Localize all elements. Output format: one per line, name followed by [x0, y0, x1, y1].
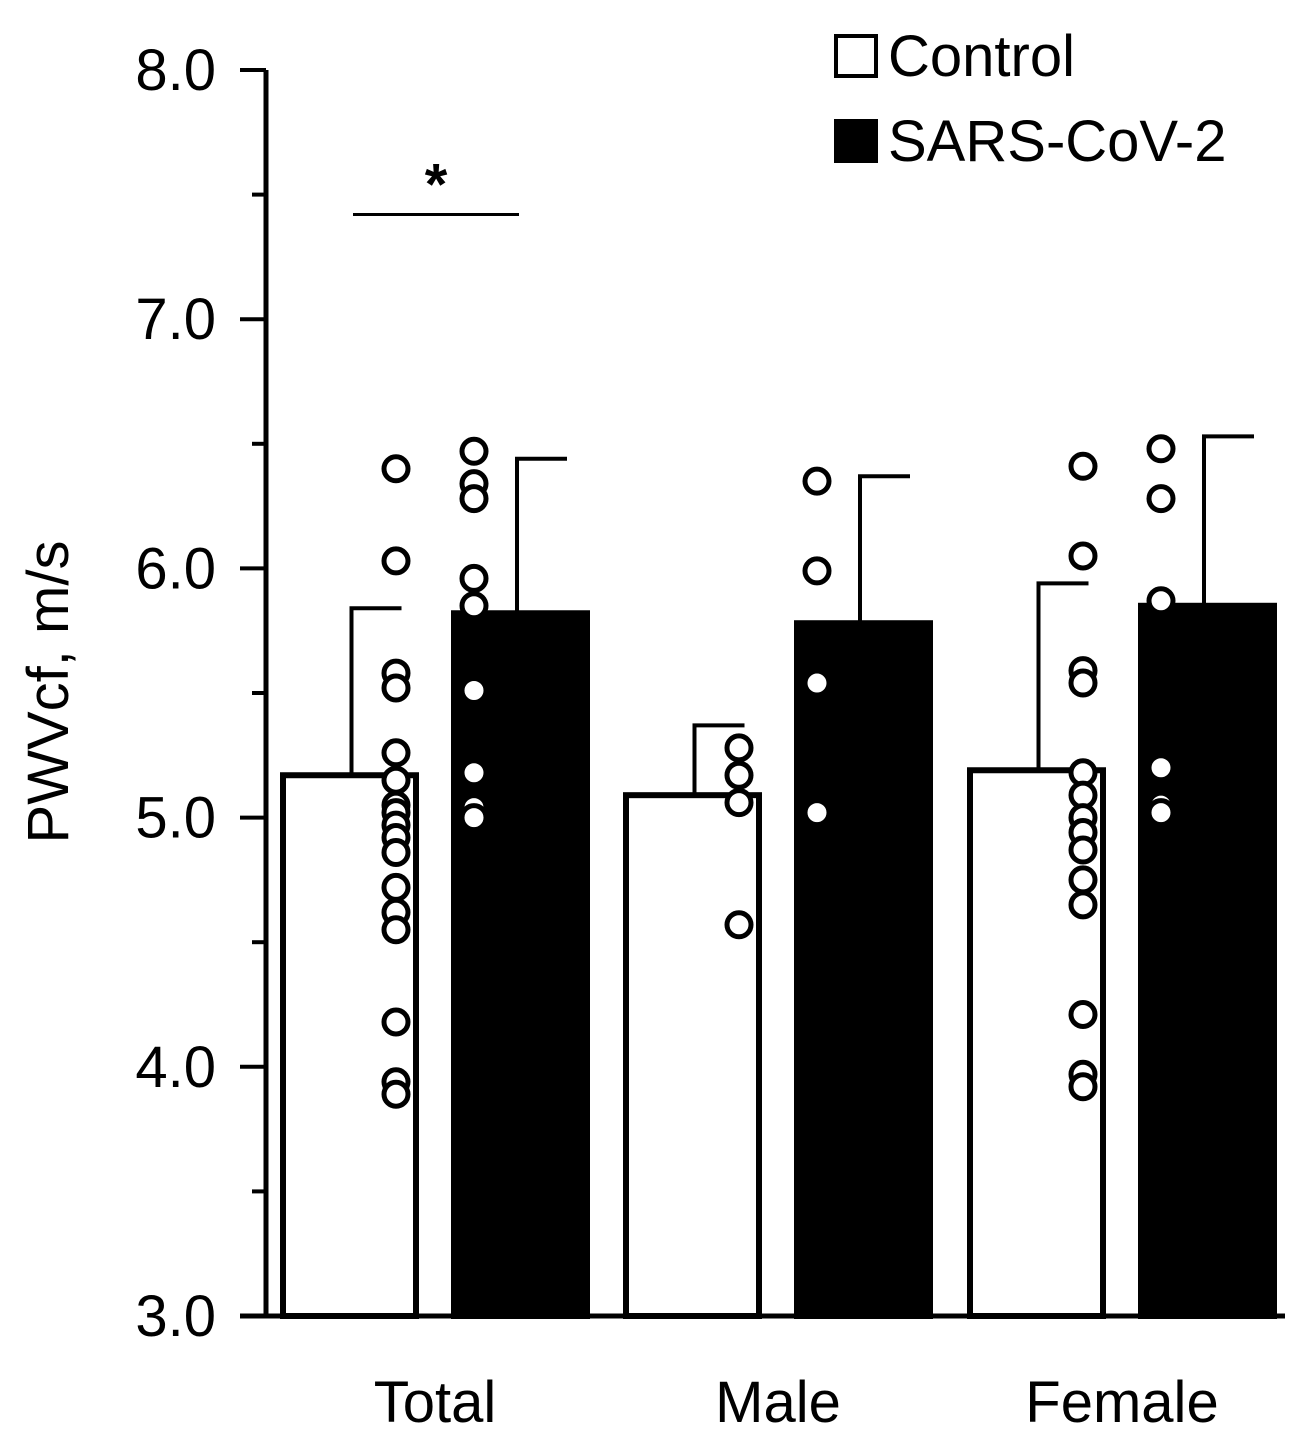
x-tick-label: Male — [715, 1370, 841, 1435]
x-tick-label: Total — [374, 1370, 497, 1435]
data-point-control-male — [724, 910, 754, 940]
data-point-sars-cov-2-male — [802, 466, 832, 496]
data-point-sars-cov-2-male — [802, 668, 832, 698]
data-point-control-total — [381, 673, 411, 703]
y-tick-label: 4.0 — [135, 1035, 216, 1100]
y-tick-label: 5.0 — [135, 786, 216, 851]
bar-sars-cov-2-total — [451, 610, 590, 1319]
data-point-control-female — [1068, 1072, 1098, 1102]
y-tick-label: 7.0 — [135, 287, 216, 352]
bar-control-male — [623, 792, 762, 1319]
data-point-sars-cov-2-male — [802, 556, 832, 586]
data-point-sars-cov-2-total — [459, 803, 489, 833]
data-point-control-female — [1068, 835, 1098, 865]
data-point-control-total — [381, 1079, 411, 1109]
data-point-control-female — [1068, 451, 1098, 481]
data-point-sars-cov-2-female — [1146, 798, 1176, 828]
data-point-sars-cov-2-female — [1146, 484, 1176, 514]
y-tick-label: 3.0 — [135, 1284, 216, 1349]
y-axis-label: PWVcf, m/s — [16, 541, 81, 844]
data-point-control-total — [381, 546, 411, 576]
data-point-sars-cov-2-total — [459, 591, 489, 621]
data-point-control-male — [724, 733, 754, 763]
data-point-control-total — [381, 1007, 411, 1037]
data-point-sars-cov-2-female — [1146, 753, 1176, 783]
data-point-sars-cov-2-total — [459, 436, 489, 466]
bar-sars-cov-2-female — [1138, 602, 1277, 1319]
legend-swatch-control — [834, 34, 878, 78]
bar-sars-cov-2-male — [794, 620, 933, 1319]
data-point-control-male — [724, 788, 754, 818]
data-point-sars-cov-2-total — [459, 563, 489, 593]
data-point-control-female — [1068, 668, 1098, 698]
significance-star: * — [425, 153, 448, 218]
data-point-control-female — [1068, 541, 1098, 571]
data-point-sars-cov-2-total — [459, 484, 489, 514]
data-point-control-total — [381, 915, 411, 945]
legend-label-control: Control — [888, 24, 1075, 89]
data-point-sars-cov-2-total — [459, 758, 489, 788]
x-tick-label: Female — [1025, 1370, 1218, 1435]
y-tick-label: 8.0 — [135, 38, 216, 103]
data-point-control-female — [1068, 999, 1098, 1029]
data-point-control-female — [1068, 890, 1098, 920]
data-point-control-female — [1068, 865, 1098, 895]
data-point-control-total — [381, 454, 411, 484]
data-point-control-total — [381, 765, 411, 795]
data-point-sars-cov-2-male — [802, 798, 832, 828]
data-point-control-male — [724, 760, 754, 790]
data-point-control-total — [381, 837, 411, 867]
data-point-control-total — [381, 872, 411, 902]
legend-swatch-sars-cov-2 — [834, 119, 878, 163]
data-point-control-total — [381, 738, 411, 768]
legend-label-sars-cov-2: SARS-CoV-2 — [888, 109, 1226, 174]
data-point-sars-cov-2-female — [1146, 586, 1176, 616]
data-point-sars-cov-2-total — [459, 676, 489, 706]
y-tick-label: 6.0 — [135, 536, 216, 601]
data-point-sars-cov-2-female — [1146, 434, 1176, 464]
